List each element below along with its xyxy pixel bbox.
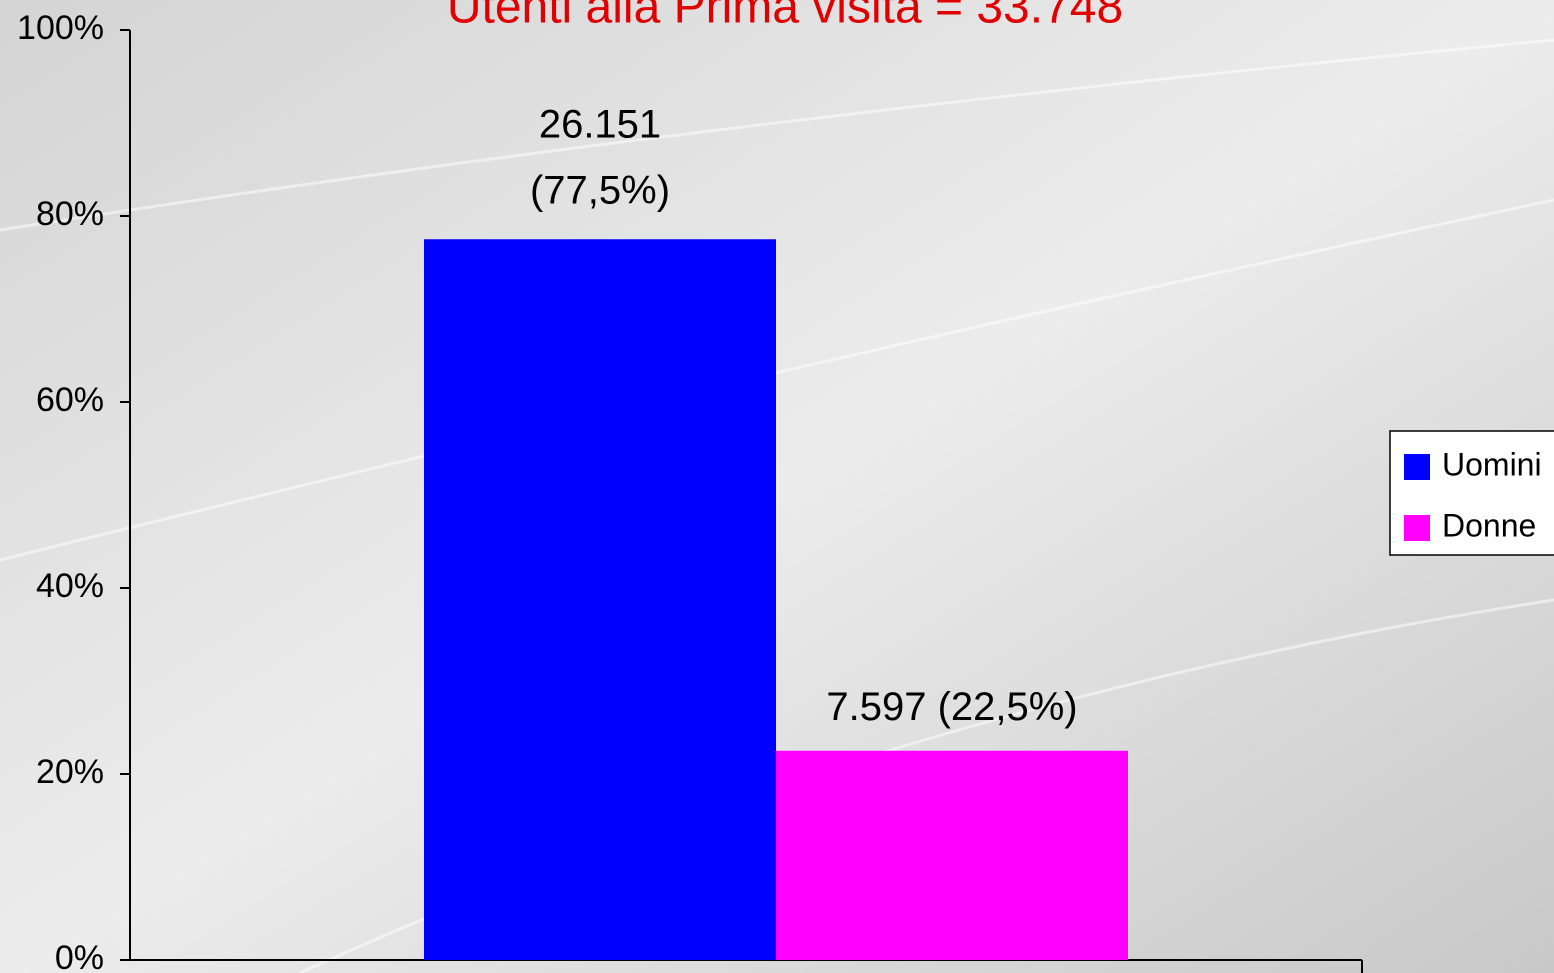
y-tick-label: 80%	[36, 195, 104, 233]
bar	[776, 750, 1128, 960]
y-tick-label: 20%	[36, 753, 104, 791]
y-tick-label: 60%	[36, 381, 104, 419]
legend-swatch	[1404, 515, 1430, 541]
bar	[424, 239, 776, 960]
legend-label: Uomini	[1442, 446, 1542, 482]
y-tick-label: 40%	[36, 567, 104, 605]
data-label: 26.151 (77,5%)	[530, 102, 670, 212]
y-tick-label: 0%	[55, 939, 104, 973]
y-tick-label: 100%	[17, 9, 104, 47]
legend-swatch	[1404, 454, 1430, 480]
legend-label: Donne	[1442, 507, 1536, 543]
chart-title: Utenti alla Prima visita = 33.748	[447, 0, 1123, 34]
data-label: 7.597 (22,5%)	[826, 684, 1077, 728]
